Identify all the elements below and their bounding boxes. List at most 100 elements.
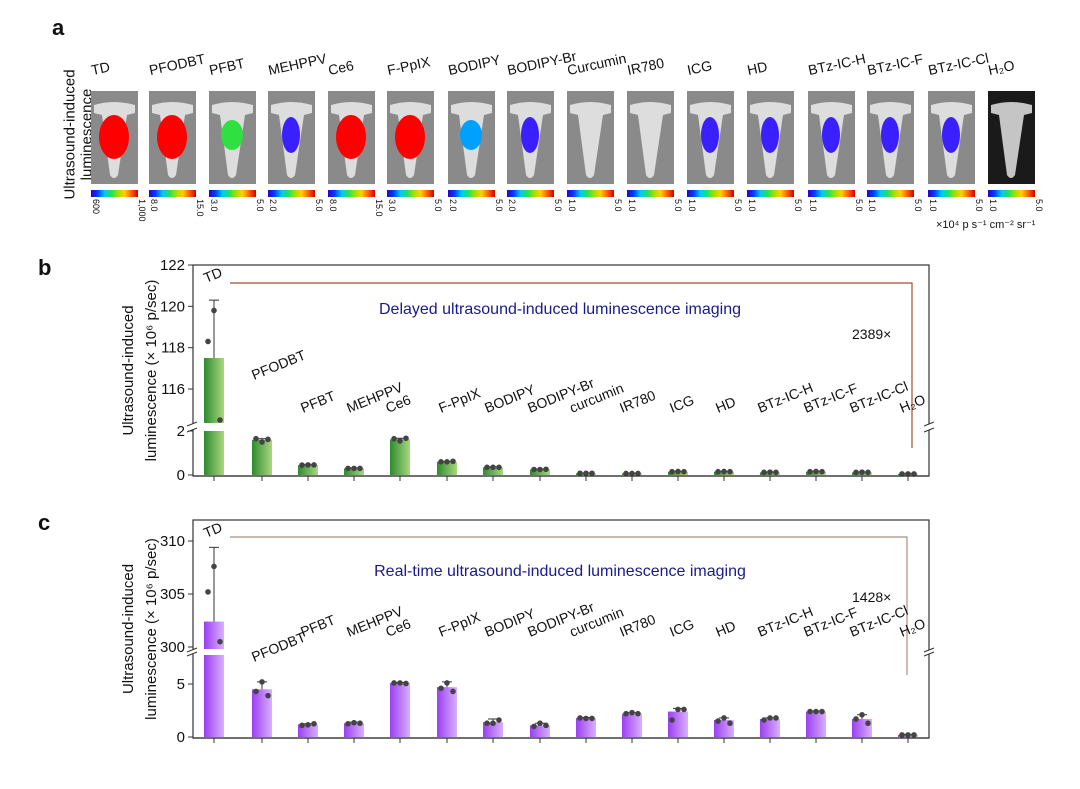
y-axis-label-b-line2: luminescence (× 10⁶ p/sec) bbox=[143, 280, 160, 462]
fold-bracket-c bbox=[230, 536, 908, 675]
tube-icon bbox=[271, 102, 312, 178]
data-point bbox=[767, 469, 773, 475]
bar-c bbox=[760, 718, 780, 737]
axis-break-mark bbox=[923, 651, 935, 657]
tube-icon bbox=[570, 102, 611, 178]
axis-break-mark bbox=[186, 651, 198, 657]
tube-image bbox=[387, 91, 434, 184]
data-point bbox=[299, 462, 305, 468]
data-point bbox=[259, 439, 265, 445]
data-point bbox=[807, 708, 813, 715]
axis-break-mark bbox=[923, 427, 935, 433]
data-point bbox=[865, 469, 871, 476]
data-point bbox=[450, 458, 456, 465]
data-point bbox=[490, 720, 496, 727]
tube-icon bbox=[690, 102, 731, 178]
data-point bbox=[450, 688, 456, 695]
bar-b bbox=[437, 461, 457, 475]
tube-image bbox=[567, 91, 614, 184]
tube-icon bbox=[451, 102, 492, 178]
tube-image bbox=[747, 91, 794, 184]
data-point bbox=[623, 470, 629, 477]
data-point bbox=[761, 717, 767, 723]
y-axis-label-b: Ultrasound-induced bbox=[120, 305, 137, 435]
axis-break-gap bbox=[925, 424, 935, 430]
y-tick-label: 116 bbox=[161, 381, 185, 398]
data-point bbox=[813, 468, 819, 475]
data-point bbox=[351, 719, 357, 726]
data-point bbox=[438, 685, 444, 692]
data-point bbox=[767, 715, 773, 721]
axis-break-mark bbox=[186, 647, 198, 653]
data-point bbox=[217, 417, 223, 423]
colorbar bbox=[808, 190, 855, 197]
tube-icon bbox=[152, 102, 193, 178]
bar-break-gap bbox=[203, 649, 225, 655]
colorbar bbox=[91, 190, 138, 197]
data-point bbox=[577, 715, 583, 721]
data-point bbox=[819, 708, 825, 715]
data-point bbox=[403, 435, 409, 442]
data-point bbox=[531, 466, 537, 473]
colorbar bbox=[448, 190, 495, 197]
tube-image bbox=[988, 91, 1035, 184]
tube-icon bbox=[212, 102, 253, 178]
y-tick-label: 120 bbox=[160, 298, 185, 315]
data-point bbox=[444, 680, 450, 686]
bar-c bbox=[252, 689, 272, 737]
data-point bbox=[351, 465, 357, 472]
axis-break-mark bbox=[186, 427, 198, 433]
bar-c bbox=[576, 717, 596, 737]
bar-c bbox=[437, 687, 457, 737]
data-point bbox=[715, 468, 721, 475]
y-tick-label: 305 bbox=[160, 586, 185, 603]
data-point bbox=[721, 715, 727, 721]
data-point bbox=[357, 465, 363, 472]
panel-a-imaging-strip: Ultrasound-induced luminescence ×10⁴ p s… bbox=[0, 0, 1080, 240]
bar-b bbox=[298, 465, 318, 475]
bar-b bbox=[344, 468, 364, 475]
data-point bbox=[205, 589, 211, 595]
colorbar bbox=[149, 190, 196, 197]
y-tick-label: 2 bbox=[177, 423, 185, 440]
axis-break-gap bbox=[925, 650, 935, 654]
y-tick-label: 0 bbox=[177, 467, 185, 484]
data-point bbox=[537, 720, 543, 727]
chart-title-c: Real-time ultrasound-induced luminescenc… bbox=[374, 563, 746, 580]
data-point bbox=[629, 470, 635, 477]
data-point bbox=[761, 469, 767, 476]
colorbar-unit-label: ×10⁴ p s⁻¹ cm⁻² sr⁻¹ bbox=[936, 219, 1036, 231]
data-point bbox=[899, 471, 905, 477]
data-point bbox=[305, 722, 311, 728]
bar-b bbox=[204, 358, 224, 475]
data-point bbox=[623, 710, 629, 717]
tube-image bbox=[808, 91, 855, 184]
fold-bracket-b bbox=[230, 282, 913, 448]
axis-break-mark bbox=[923, 421, 935, 427]
data-point bbox=[727, 468, 733, 475]
category-label: PFBT bbox=[298, 387, 338, 415]
data-point bbox=[537, 466, 543, 473]
category-label: ICG bbox=[667, 392, 696, 416]
data-point bbox=[253, 688, 259, 695]
y-tick-label: 300 bbox=[160, 639, 185, 656]
category-label: PFBT bbox=[298, 611, 338, 639]
category-label: F-PpIX bbox=[436, 384, 483, 415]
tube-icon bbox=[750, 102, 791, 178]
category-label: PFODBT bbox=[249, 347, 308, 383]
tube-image bbox=[867, 91, 914, 184]
tube-icon bbox=[991, 102, 1032, 178]
data-point bbox=[397, 680, 403, 686]
panel-letter-a: a bbox=[52, 15, 65, 40]
data-point bbox=[589, 470, 595, 477]
tube-image bbox=[328, 91, 375, 184]
category-label: F-PpIX bbox=[436, 608, 483, 639]
colorbar bbox=[209, 190, 256, 197]
fold-annotation-c: 1428× bbox=[852, 589, 891, 605]
colorbar bbox=[328, 190, 375, 197]
panel-letter-c: c bbox=[38, 510, 51, 535]
data-point bbox=[583, 470, 589, 477]
data-point bbox=[265, 436, 271, 443]
data-point bbox=[484, 464, 490, 471]
tube-image bbox=[627, 91, 674, 184]
